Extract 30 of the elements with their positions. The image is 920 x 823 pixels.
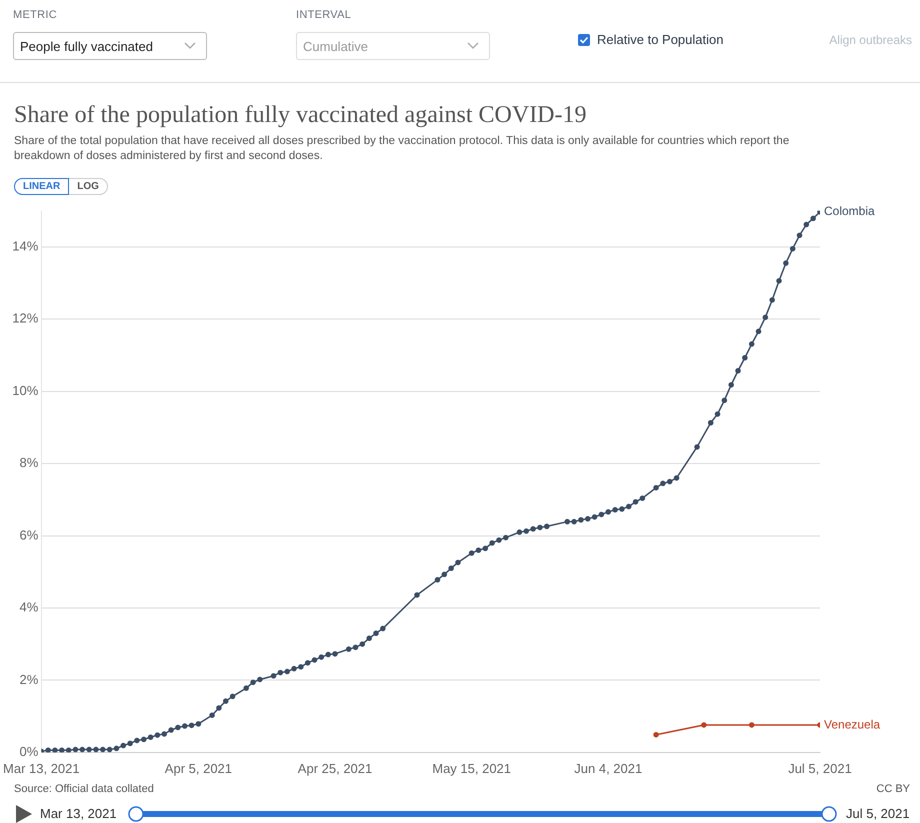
- text: METRIC: [13, 9, 57, 21]
- text: People fully vaccinated: [20, 38, 153, 54]
- x-tick-label: Apr 5, 2021: [164, 760, 232, 776]
- y-tick-label: 14%: [12, 238, 39, 254]
- text: Align outbreaks: [829, 33, 912, 47]
- text: INTERVAL: [296, 9, 352, 21]
- source-note: Source: Official data collated: [14, 783, 154, 795]
- chart-subtitle: Share of the total population that have received all doses prescribed by the vaccination protocol. This data is only available for countries which report the breakdown of doses administered by first and second doses.: [14, 134, 790, 164]
- series-label: Colombia: [824, 204, 876, 218]
- chart-title: Share of the population fully vaccinated against COVID-19: [14, 102, 587, 129]
- y-tick-label: 4%: [20, 600, 39, 615]
- y-tick-label: 8%: [20, 455, 39, 470]
- x-tick-label: May 15, 2021: [432, 760, 512, 776]
- y-tick-label: 10%: [12, 382, 39, 398]
- x-tick-label: Apr 25, 2021: [298, 760, 372, 776]
- text: LINEAR: [14, 178, 70, 195]
- series-label: Venezuela: [824, 717, 880, 732]
- y-tick-label: 2%: [20, 672, 39, 687]
- x-tick-label: Jul 5, 2021: [788, 760, 852, 776]
- text: Mar 13, 2021: [40, 806, 117, 821]
- text: Relative to Population: [597, 32, 724, 47]
- x-tick-label: Mar 13, 2021: [2, 760, 80, 776]
- text: Cumulative: [303, 38, 368, 54]
- text: LOG: [69, 178, 108, 195]
- y-tick-label: 12%: [12, 310, 39, 326]
- y-tick-label: 0%: [20, 744, 39, 759]
- text: Jul 5, 2021: [846, 806, 910, 821]
- x-tick-label: Jun 4, 2021: [574, 760, 642, 776]
- y-tick-label: 6%: [20, 527, 39, 542]
- text: CC BY: [876, 783, 910, 795]
